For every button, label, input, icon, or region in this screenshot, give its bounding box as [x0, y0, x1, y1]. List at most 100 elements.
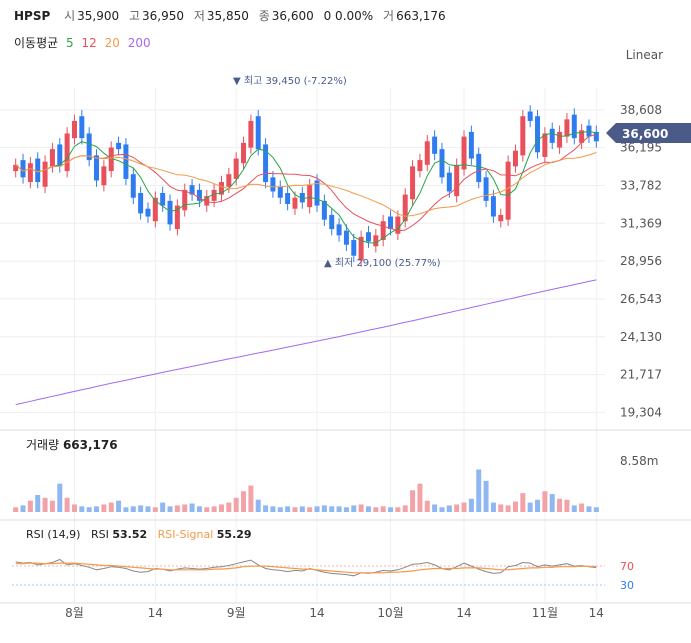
candle-body — [365, 232, 371, 242]
volume-bar — [196, 506, 202, 512]
y-tick-label: 19,304 — [620, 405, 662, 419]
volume-legend: 거래량 663,176 — [26, 436, 118, 453]
volume-bar — [329, 506, 335, 512]
ma-legend[interactable]: 이동평균 5 12 20 200 — [14, 34, 155, 51]
volume-bar — [593, 507, 599, 512]
candle-body — [307, 185, 313, 208]
volume-bar — [167, 506, 173, 512]
candle-body — [329, 214, 335, 230]
candle-body — [432, 136, 438, 154]
candle-body — [160, 193, 166, 206]
volume-bar — [343, 507, 349, 512]
x-tick-label: 14 — [309, 606, 324, 620]
candle-body — [218, 182, 224, 195]
candle-body — [351, 240, 357, 256]
candle-body — [116, 142, 122, 150]
volume-value: 663,176 — [396, 9, 446, 23]
candle-body — [476, 153, 482, 183]
ma20-line — [15, 152, 597, 217]
low-label: 저 — [193, 9, 205, 23]
x-tick-label: 10월 — [377, 606, 403, 620]
rsi-signal-line — [15, 562, 597, 574]
volume-bar — [402, 505, 408, 512]
open-label: 시 — [64, 9, 76, 23]
x-tick-label: 14 — [148, 606, 163, 620]
volume-bar — [116, 500, 122, 512]
rsi-panel-label: RSI (14,9) — [26, 528, 81, 541]
close-label: 종 — [258, 9, 270, 23]
candle-body — [226, 174, 232, 187]
volume-bar — [49, 500, 55, 512]
open-value: 35,900 — [77, 9, 120, 23]
volume-bar — [101, 504, 107, 512]
ma5-label: 5 — [66, 36, 74, 50]
volume-bar — [20, 505, 26, 512]
rsi-level-low: 30 — [620, 579, 634, 592]
volume-bar — [512, 501, 518, 512]
candle-body — [535, 116, 541, 153]
ticker: HPSP — [14, 9, 51, 23]
candle-body — [167, 200, 173, 225]
volume-bar — [42, 497, 48, 512]
candle-body — [94, 155, 100, 181]
candle-body — [388, 216, 394, 230]
volume-bar — [432, 504, 438, 512]
volume-bar — [527, 502, 533, 512]
low-annotation: ▲ 최저 29,100 (25.77%) — [324, 257, 441, 269]
volume-bar — [571, 505, 577, 512]
x-tick-label: 11월 — [532, 606, 558, 620]
volume-panel-label: 거래량 — [26, 438, 60, 452]
volume-bar — [241, 491, 247, 512]
candle-body — [446, 172, 452, 192]
volume-bar — [498, 504, 504, 512]
candle-body — [42, 161, 48, 187]
candle-body — [57, 144, 63, 167]
rsi-name: RSI — [90, 528, 109, 541]
rsi-level-high: 70 — [620, 560, 634, 573]
candle-body — [299, 193, 305, 203]
rsi-value: 53.52 — [112, 528, 148, 541]
candle-body — [248, 120, 254, 148]
volume-bar — [248, 485, 254, 512]
candle-body — [292, 197, 298, 209]
volume-bar — [505, 505, 511, 512]
candle-body — [490, 196, 496, 217]
volume-bar — [373, 507, 379, 512]
volume-bar — [454, 504, 460, 512]
volume-bar — [277, 507, 283, 512]
y-tick-label: 31,369 — [620, 216, 662, 230]
volume-bar — [417, 483, 423, 512]
volume-bar — [535, 499, 541, 512]
candle-body — [343, 230, 349, 245]
candle-body — [255, 116, 261, 150]
x-tick-label: 14 — [589, 606, 604, 620]
candle-body — [138, 193, 144, 214]
candle-body — [395, 216, 401, 234]
volume-bar — [410, 490, 416, 512]
candle-body — [321, 200, 327, 220]
candle-body — [270, 177, 276, 192]
volume-bar — [71, 504, 77, 512]
rsi-signal-name: RSI-Signal — [157, 528, 214, 541]
volume-bar — [476, 469, 482, 512]
candle-body — [557, 131, 563, 148]
scale-mode-button[interactable]: Linear — [625, 48, 663, 62]
candle-body — [512, 150, 518, 167]
volume-bar — [446, 505, 452, 512]
candle-body — [571, 114, 577, 139]
volume-bar — [351, 505, 357, 512]
candle-body — [410, 166, 416, 200]
volume-bar — [182, 504, 188, 512]
low-value: 35,850 — [206, 9, 249, 23]
x-tick-label: 8월 — [65, 606, 84, 620]
candle-body — [13, 164, 19, 172]
candle-body — [505, 161, 511, 220]
candle-body — [130, 174, 136, 198]
candle-body — [468, 131, 474, 159]
y-tick-label: 24,130 — [620, 330, 662, 344]
candle-body — [64, 133, 70, 172]
candle-body — [439, 149, 445, 178]
volume-bar — [233, 497, 239, 512]
volume-bar — [130, 506, 136, 512]
